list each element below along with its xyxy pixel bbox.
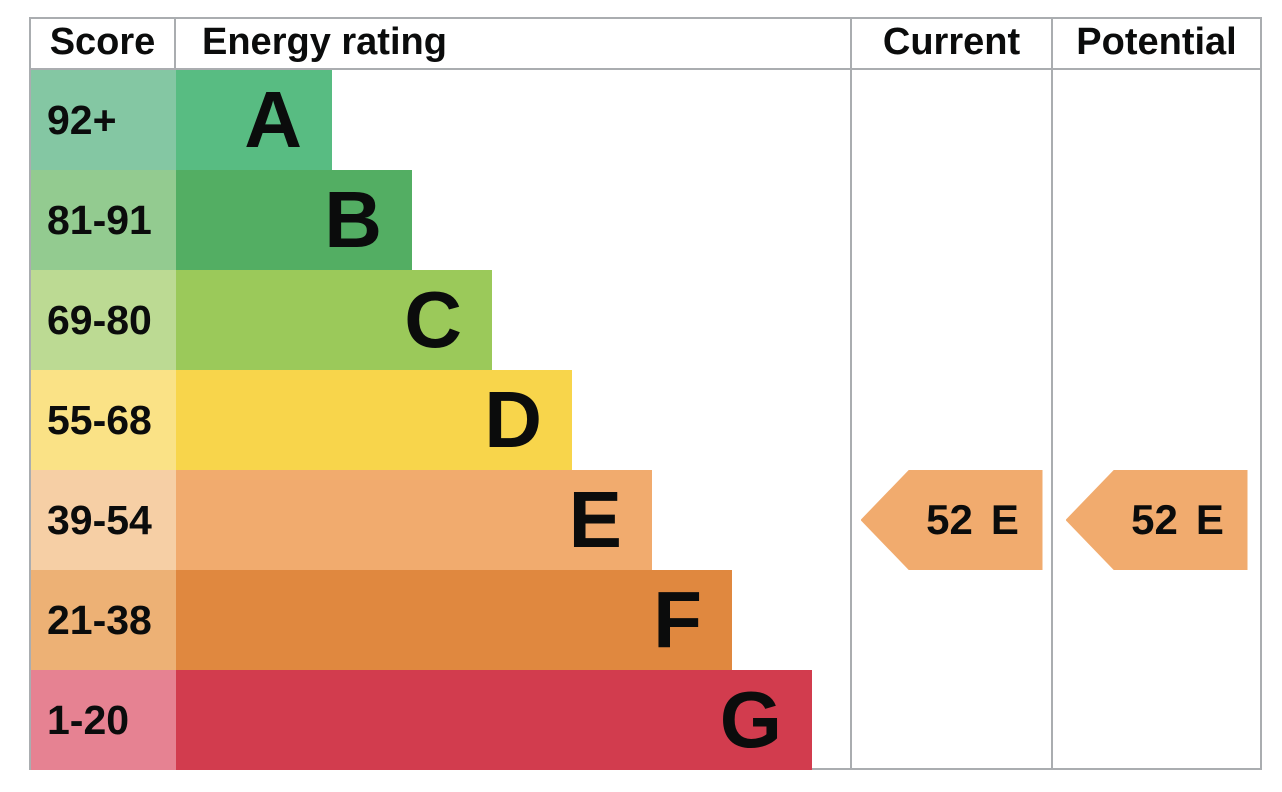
score-range-e: 39-54 <box>47 496 152 543</box>
band-row-f: 21-38 F <box>31 570 1260 670</box>
score-range-a: 92+ <box>47 96 117 143</box>
current-cell-a <box>850 70 1051 170</box>
band-row-g: 1-20 G <box>31 670 1260 770</box>
band-bar-d: D <box>176 370 572 470</box>
band-letter-a: A <box>244 75 302 164</box>
potential-cell-a <box>1051 70 1260 170</box>
current-cell-d <box>850 370 1051 470</box>
band-letter-b: B <box>324 175 382 264</box>
current-band-letter: E <box>990 496 1019 543</box>
band-letter-e: E <box>568 475 622 564</box>
score-cell-a: 92+ <box>31 70 176 170</box>
score-cell-d: 55-68 <box>31 370 176 470</box>
current-rating-arrow: 52 E <box>860 470 1043 570</box>
current-cell-e: 52 E <box>850 470 1051 570</box>
band-letter-c: C <box>404 275 462 364</box>
band-letter-f: F <box>653 575 702 664</box>
potential-band-letter: E <box>1195 496 1224 543</box>
potential-cell-c <box>1051 270 1260 370</box>
score-cell-c: 69-80 <box>31 270 176 370</box>
band-bar-a: A <box>176 70 332 170</box>
score-cell-e: 39-54 <box>31 470 176 570</box>
band-letter-d: D <box>484 375 542 464</box>
score-range-c: 69-80 <box>47 296 152 343</box>
current-cell-f <box>850 570 1051 670</box>
current-cell-c <box>850 270 1051 370</box>
score-cell-f: 21-38 <box>31 570 176 670</box>
current-cell-g <box>850 670 1051 770</box>
band-letter-g: G <box>719 675 782 764</box>
potential-rating-arrow: 52 E <box>1065 470 1248 570</box>
band-bar-b: B <box>176 170 412 270</box>
band-bar-e: E <box>176 470 652 570</box>
header-current: Current <box>850 19 1051 68</box>
band-row-d: 55-68 D <box>31 370 1260 470</box>
score-cell-g: 1-20 <box>31 670 176 770</box>
band-row-c: 69-80 C <box>31 270 1260 370</box>
table-header: Score Energy rating Current Potential <box>31 19 1260 70</box>
potential-cell-d <box>1051 370 1260 470</box>
header-score: Score <box>31 19 176 68</box>
band-row-b: 81-91 B <box>31 170 1260 270</box>
current-score-value: 52 <box>926 496 973 543</box>
score-cell-b: 81-91 <box>31 170 176 270</box>
potential-cell-e: 52 E <box>1051 470 1260 570</box>
band-row-e: 39-54 E 52 E 52 E <box>31 470 1260 570</box>
potential-cell-b <box>1051 170 1260 270</box>
energy-rating-table: Score Energy rating Current Potential 92… <box>29 17 1262 770</box>
potential-score-value: 52 <box>1131 496 1178 543</box>
potential-cell-f <box>1051 570 1260 670</box>
band-row-a: 92+ A <box>31 70 1260 170</box>
score-range-b: 81-91 <box>47 196 152 243</box>
band-bar-g: G <box>176 670 812 770</box>
current-cell-b <box>850 170 1051 270</box>
band-bar-c: C <box>176 270 492 370</box>
score-range-d: 55-68 <box>47 396 152 443</box>
header-energy-rating: Energy rating <box>202 21 447 63</box>
band-bar-f: F <box>176 570 732 670</box>
potential-cell-g <box>1051 670 1260 770</box>
score-range-f: 21-38 <box>47 596 152 643</box>
score-range-g: 1-20 <box>47 696 130 743</box>
header-potential: Potential <box>1051 19 1260 68</box>
